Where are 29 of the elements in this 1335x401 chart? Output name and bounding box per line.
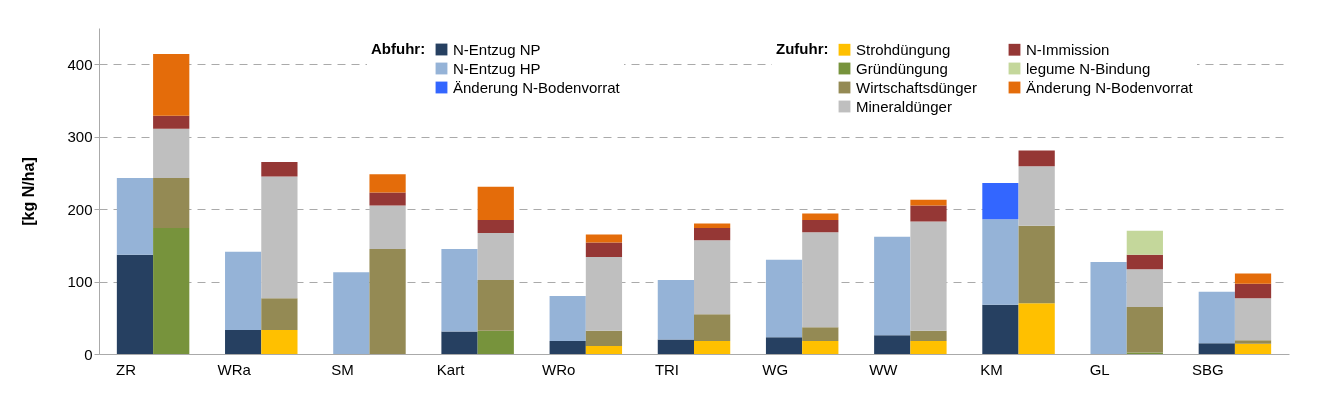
y-tick-label: 100: [67, 273, 93, 291]
x-tick-label: WG: [762, 360, 789, 378]
legend-label: N-Entzug NP: [453, 40, 541, 58]
y-axis-title: [kg N/ha]: [20, 157, 38, 226]
x-tick-label: Kart: [436, 360, 466, 378]
legend-label: N-Entzug HP: [453, 59, 541, 77]
annotation: Zufuhr:: [776, 40, 829, 57]
legend-label: Strohdüngung: [856, 40, 951, 58]
legend-label: Änderung N-Bodenvorrat: [1026, 78, 1194, 96]
x-tick-label: ZR: [116, 360, 137, 378]
x-tick-label: SBG: [1192, 360, 1224, 378]
x-tick-label: WRo: [542, 360, 576, 378]
legend-label: legume N-Bindung: [1026, 59, 1151, 77]
x-tick-label: SM: [331, 360, 354, 378]
x-tick-label: WW: [869, 360, 899, 378]
x-tick-label: GL: [1089, 360, 1110, 378]
annotation: Abfuhr:: [371, 40, 426, 57]
y-tick-label: 400: [67, 55, 93, 73]
legend-label: Wirtschaftsdünger: [856, 78, 977, 96]
y-tick-label: 0: [84, 345, 93, 363]
y-tick-label: 300: [67, 128, 93, 146]
x-tick-label: WRa: [217, 360, 252, 378]
legend-label: N-Immission: [1026, 40, 1110, 58]
y-tick-label: 200: [67, 200, 93, 218]
x-tick-label: KM: [980, 360, 1003, 378]
legend-label: Gründüngung: [856, 59, 948, 77]
legend-label: Änderung N-Bodenvorrat: [453, 78, 621, 96]
legend-label: Mineraldünger: [856, 97, 952, 115]
x-tick-label: TRI: [654, 360, 680, 378]
